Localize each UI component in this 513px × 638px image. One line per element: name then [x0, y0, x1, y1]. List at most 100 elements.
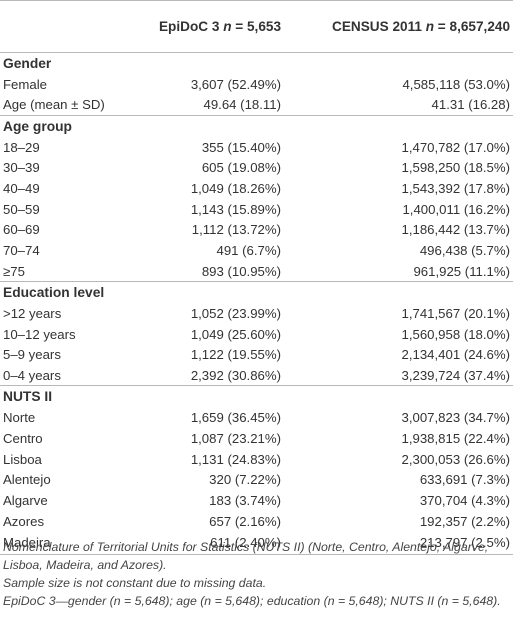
- table-row: Madeira 611 (2.40%) 213,797 (2.5%): [0, 531, 513, 555]
- census-value: 1,543,392 (17.8%): [401, 181, 510, 197]
- table-footnotes: Nomenclature of Territorial Units for St…: [3, 538, 508, 610]
- epidoc-value: 1,659 (36.45%): [190, 410, 281, 426]
- section-title: Education level: [0, 281, 513, 304]
- census-value: 370,704 (4.3%): [419, 493, 510, 509]
- census-value: 1,560,958 (18.0%): [401, 326, 510, 342]
- table-row: >12 years 1,052 (23.99%) 1,741,567 (20.1%): [0, 303, 513, 324]
- epidoc-value: 355 (15.40%): [201, 139, 281, 155]
- census-value: 3,007,823 (34.7%): [401, 410, 510, 426]
- table-row: ≥75 893 (10.95%) 961,925 (11.1%): [0, 261, 513, 282]
- epidoc-value: 1,143 (15.89%): [190, 201, 281, 217]
- header-census-n: n: [425, 19, 435, 34]
- table-row: Lisboa 1,131 (24.83%) 2,300,053 (26.6%): [0, 449, 513, 470]
- row-label: >12 years: [3, 306, 62, 322]
- table-row: Alentejo 320 (7.22%) 633,691 (7.3%): [0, 470, 513, 491]
- row-label: Norte: [3, 410, 36, 426]
- census-value: 633,691 (7.3%): [419, 472, 510, 488]
- epidoc-value: 1,049 (25.60%): [190, 326, 281, 342]
- row-label: Centro: [3, 430, 43, 446]
- census-value: 1,741,567 (20.1%): [401, 306, 510, 322]
- epidoc-value: 49.64 (18.11): [203, 97, 281, 113]
- table-row: 18–29 355 (15.40%) 1,470,782 (17.0%): [0, 137, 513, 158]
- epidoc-value: 183 (3.74%): [209, 493, 281, 509]
- table-row: Female 3,607 (52.49%) 4,585,118 (53.0%): [0, 74, 513, 95]
- row-label: 30–39: [3, 160, 40, 176]
- header-empty-cell: [0, 0, 150, 53]
- census-value: 213,797 (2.5%): [290, 531, 513, 555]
- census-value: 1,470,782 (17.0%): [401, 139, 510, 155]
- table-row: 70–74 491 (6.7%) 496,438 (5.7%): [0, 240, 513, 261]
- header-epidoc-n: n: [223, 19, 232, 34]
- census-value: 4,585,118 (53.0%): [402, 76, 510, 92]
- epidoc-value: 320 (7.22%): [209, 472, 281, 488]
- table-row: 60–69 1,112 (13.72%) 1,186,442 (13.7%): [0, 220, 513, 241]
- epidoc-value: 893 (10.95%): [201, 263, 281, 279]
- row-label: 70–74: [3, 243, 40, 259]
- row-label: Alentejo: [3, 472, 51, 488]
- census-value: 1,186,442 (13.7%): [401, 222, 510, 238]
- table-header-row: EpiDoC 3 n = 5,653 CENSUS 2011 n = 8,657…: [0, 0, 513, 53]
- census-value: 961,925 (11.1%): [413, 263, 510, 279]
- epidoc-value: 1,122 (19.55%): [190, 347, 281, 363]
- epidoc-value: 1,052 (23.99%): [190, 306, 281, 322]
- census-value: 192,357 (2.2%): [419, 513, 510, 529]
- row-label: 5–9 years: [3, 347, 61, 363]
- row-label: Azores: [3, 513, 45, 529]
- epidoc-value: 2,392 (30.86%): [190, 367, 281, 383]
- section-header-nuts: NUTS II: [0, 385, 513, 408]
- epidoc-value: 3,607 (52.49%): [190, 76, 281, 92]
- header-census: CENSUS 2011 n = 8,657,240: [290, 0, 513, 53]
- row-label: Algarve: [3, 493, 48, 509]
- epidoc-value: 1,131 (24.83%): [190, 451, 281, 467]
- table-row: 5–9 years 1,122 (19.55%) 2,134,401 (24.6%): [0, 345, 513, 366]
- demographics-table: EpiDoC 3 n = 5,653 CENSUS 2011 n = 8,657…: [0, 0, 513, 555]
- section-header-gender: Gender: [0, 53, 513, 75]
- table-row: Centro 1,087 (23.21%) 1,938,815 (22.4%): [0, 428, 513, 449]
- census-value: 496,438 (5.7%): [419, 243, 510, 259]
- census-value: 1,598,250 (18.5%): [401, 160, 510, 176]
- census-value: 2,300,053 (26.6%): [401, 451, 510, 467]
- epidoc-value: 1,112 (13.72%): [191, 222, 281, 238]
- table-row: 0–4 years 2,392 (30.86%) 3,239,724 (37.4%): [0, 365, 513, 386]
- row-label: 18–29: [3, 139, 40, 155]
- census-value: 1,938,815 (22.4%): [401, 430, 510, 446]
- section-title: NUTS II: [0, 385, 513, 408]
- epidoc-value: 605 (19.08%): [201, 160, 281, 176]
- row-label: 60–69: [3, 222, 40, 238]
- table-body: Gender Female 3,607 (52.49%) 4,585,118 (53.…: [0, 53, 513, 555]
- section-header-age: Age group: [0, 114, 513, 137]
- row-label: Age (mean ± SD): [3, 97, 105, 113]
- epidoc-value: 491 (6.7%): [216, 243, 281, 259]
- section-header-education: Education level: [0, 281, 513, 304]
- census-value: 3,239,724 (37.4%): [401, 367, 510, 383]
- table-row: Algarve 183 (3.74%) 370,704 (4.3%): [0, 490, 513, 511]
- table-row: 30–39 605 (19.08%) 1,598,250 (18.5%): [0, 158, 513, 179]
- row-label: 0–4 years: [3, 367, 61, 383]
- footnote-nuts: Nomenclature of Territorial Units for St…: [3, 540, 489, 572]
- epidoc-value: 611 (2.40%): [150, 531, 290, 555]
- footnote-epidoc-n: EpiDoC 3—gender (n = 5,648); age (n = 5,…: [3, 594, 501, 608]
- row-label: Lisboa: [3, 451, 42, 467]
- epidoc-value: 1,049 (18.26%): [190, 181, 281, 197]
- census-value: 41.31 (16.28): [431, 97, 510, 113]
- table-row: Azores 657 (2.16%) 192,357 (2.2%): [0, 511, 513, 532]
- header-census-n-value: = 8,657,240: [434, 19, 510, 34]
- row-label: 50–59: [3, 201, 40, 217]
- census-value: 2,134,401 (24.6%): [401, 347, 510, 363]
- header-census-label: CENSUS 2011: [332, 19, 422, 34]
- row-label: Madeira: [0, 531, 150, 555]
- table-row: 10–12 years 1,049 (25.60%) 1,560,958 (18.0…: [0, 324, 513, 345]
- table-row: Norte 1,659 (36.45%) 3,007,823 (34.7%): [0, 407, 513, 428]
- table-row: 50–59 1,143 (15.89%) 1,400,011 (16.2%): [0, 199, 513, 220]
- section-title: Gender: [3, 56, 52, 71]
- epidoc-value: 657 (2.16%): [209, 513, 281, 529]
- row-label: 40–49: [3, 181, 40, 197]
- table-row: Age (mean ± SD) 49.64 (18.11) 41.31 (16.28…: [0, 95, 513, 116]
- header-epidoc: EpiDoC 3 n = 5,653: [150, 0, 290, 53]
- section-title: Age group: [0, 114, 513, 137]
- table-row: 40–49 1,049 (18.26%) 1,543,392 (17.8%): [0, 178, 513, 199]
- footnote-sample-size: Sample size is not constant due to missi…: [3, 576, 267, 590]
- row-label: ≥75: [3, 263, 25, 279]
- census-value: 1,400,011 (16.2%): [402, 201, 510, 217]
